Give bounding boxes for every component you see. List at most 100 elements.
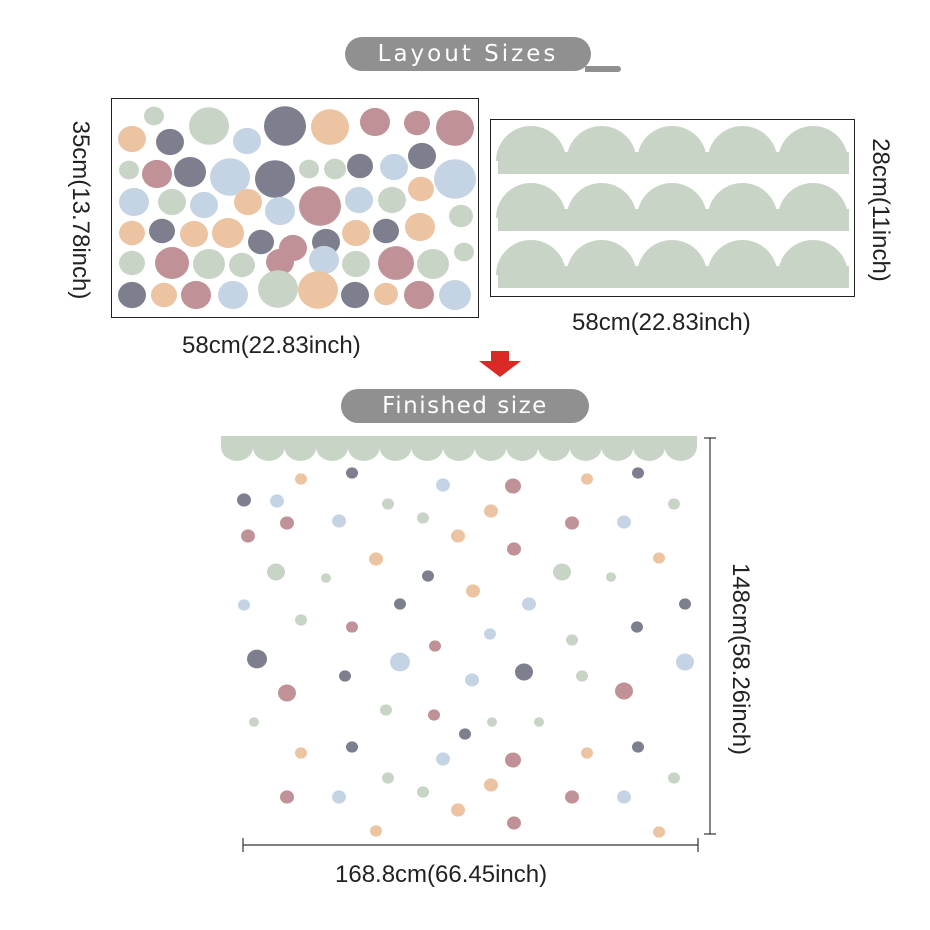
wall-dot <box>332 790 346 804</box>
sheet-dot <box>119 220 145 246</box>
sheet-dot <box>266 248 294 276</box>
sheet-dot <box>360 107 390 137</box>
wall-dot <box>465 673 479 687</box>
sheet-dot <box>299 186 341 226</box>
wall-dot <box>436 752 450 766</box>
wall-scallop-arc <box>538 447 570 461</box>
dot-sticker-sheet <box>111 98 479 318</box>
finished-size-header: Finished size <box>341 389 589 423</box>
wall-dot <box>237 493 251 507</box>
wall-scallop-arc <box>664 447 697 461</box>
sheet-dot <box>347 153 373 179</box>
wall-dot <box>295 747 307 759</box>
sheet-dot <box>255 160 295 198</box>
sheet-dot <box>404 110 430 136</box>
sheet-dot <box>405 212 435 242</box>
wall-dot <box>507 816 521 830</box>
wall-dot <box>565 516 579 530</box>
sheet-dot <box>408 176 434 202</box>
layout-sizes-header: Layout Sizes <box>345 37 591 71</box>
scallop-strip <box>496 183 849 231</box>
wall-dot <box>249 717 259 727</box>
scallop-sticker-sheet-graphic <box>496 126 849 288</box>
sheet-dot <box>229 252 255 278</box>
scallop-arc <box>778 126 848 161</box>
sheet-dot <box>434 159 476 199</box>
sheet-dot <box>233 127 261 155</box>
sheet-dot <box>190 191 218 219</box>
sheet-dot <box>408 142 436 170</box>
wall-scallop-arc <box>442 447 475 461</box>
scallop-arc <box>637 126 707 161</box>
wall-dot <box>617 515 631 529</box>
sheet-dot <box>378 246 414 280</box>
scallop-arc <box>566 126 637 161</box>
sheet-dot <box>180 220 208 248</box>
wall-dot <box>676 653 694 671</box>
sheet-dot <box>119 160 139 180</box>
scallop-strip <box>496 126 849 174</box>
sheet-dot <box>149 218 175 244</box>
sheet-dot <box>378 186 406 214</box>
sheet-dot <box>341 281 369 309</box>
layout-sizes-header-tail <box>585 66 621 72</box>
wall-scallop-arc <box>569 447 602 461</box>
sheet-dot <box>345 186 373 214</box>
sheet-dot <box>324 158 346 180</box>
wall-dot <box>295 473 307 485</box>
scallop-arc <box>707 240 778 275</box>
scallop-sticker-sheet <box>490 119 855 297</box>
finished-height-label: 148cm(58.26inch) <box>727 562 754 756</box>
sheet-dot <box>118 125 146 153</box>
sheet-dot <box>234 188 262 216</box>
scallop-arc <box>637 240 707 275</box>
wall-dot <box>417 786 429 798</box>
sheet-dot <box>417 248 449 280</box>
wall-dot <box>505 478 521 494</box>
wall-dot <box>278 684 296 702</box>
sheet-dot <box>118 281 146 309</box>
wall-scallop-band <box>221 436 697 448</box>
wall-dot <box>270 494 284 508</box>
wall-scallop-arc <box>221 447 253 461</box>
wall-dot <box>566 634 578 646</box>
wall-dot <box>515 663 533 681</box>
sheet-dot <box>156 128 184 156</box>
wall-dot <box>390 652 410 672</box>
scallop-arc <box>496 183 566 218</box>
wall-dot <box>606 572 616 582</box>
wall-dot <box>668 498 680 510</box>
wall-dot <box>679 598 691 610</box>
sheet-dot <box>449 204 473 228</box>
wall-dot <box>632 467 644 479</box>
sheet-dot <box>151 282 177 308</box>
wall-dot <box>484 504 498 518</box>
sheet-dot <box>189 107 229 145</box>
wall-dot <box>422 570 434 582</box>
sheet-dot <box>155 247 189 279</box>
sheet-dot <box>311 109 349 145</box>
wall-dot <box>576 670 588 682</box>
sheet-dot <box>193 248 225 280</box>
wall-dot <box>267 563 285 581</box>
sheet-dot <box>404 280 434 310</box>
sheet-dot <box>210 158 250 196</box>
sheet1-width-label: 58cm(22.83inch) <box>182 332 361 359</box>
sheet-dot <box>142 159 172 189</box>
wall-dot <box>247 649 267 669</box>
sheet-dot <box>119 187 149 217</box>
scallop-arc <box>566 240 637 275</box>
wall-dot <box>617 790 631 804</box>
wall-dot <box>238 599 250 611</box>
wall-dot <box>459 728 471 740</box>
scallop-arc <box>707 126 778 161</box>
sheet-dot <box>144 106 164 126</box>
wall-scallop-arc <box>411 447 444 461</box>
wall-dot <box>380 704 392 716</box>
sheet-dot <box>174 156 206 188</box>
scallop-arc <box>778 240 848 275</box>
wall-dot <box>484 628 496 640</box>
wall-dot <box>321 573 331 583</box>
wall-dot <box>505 752 521 768</box>
